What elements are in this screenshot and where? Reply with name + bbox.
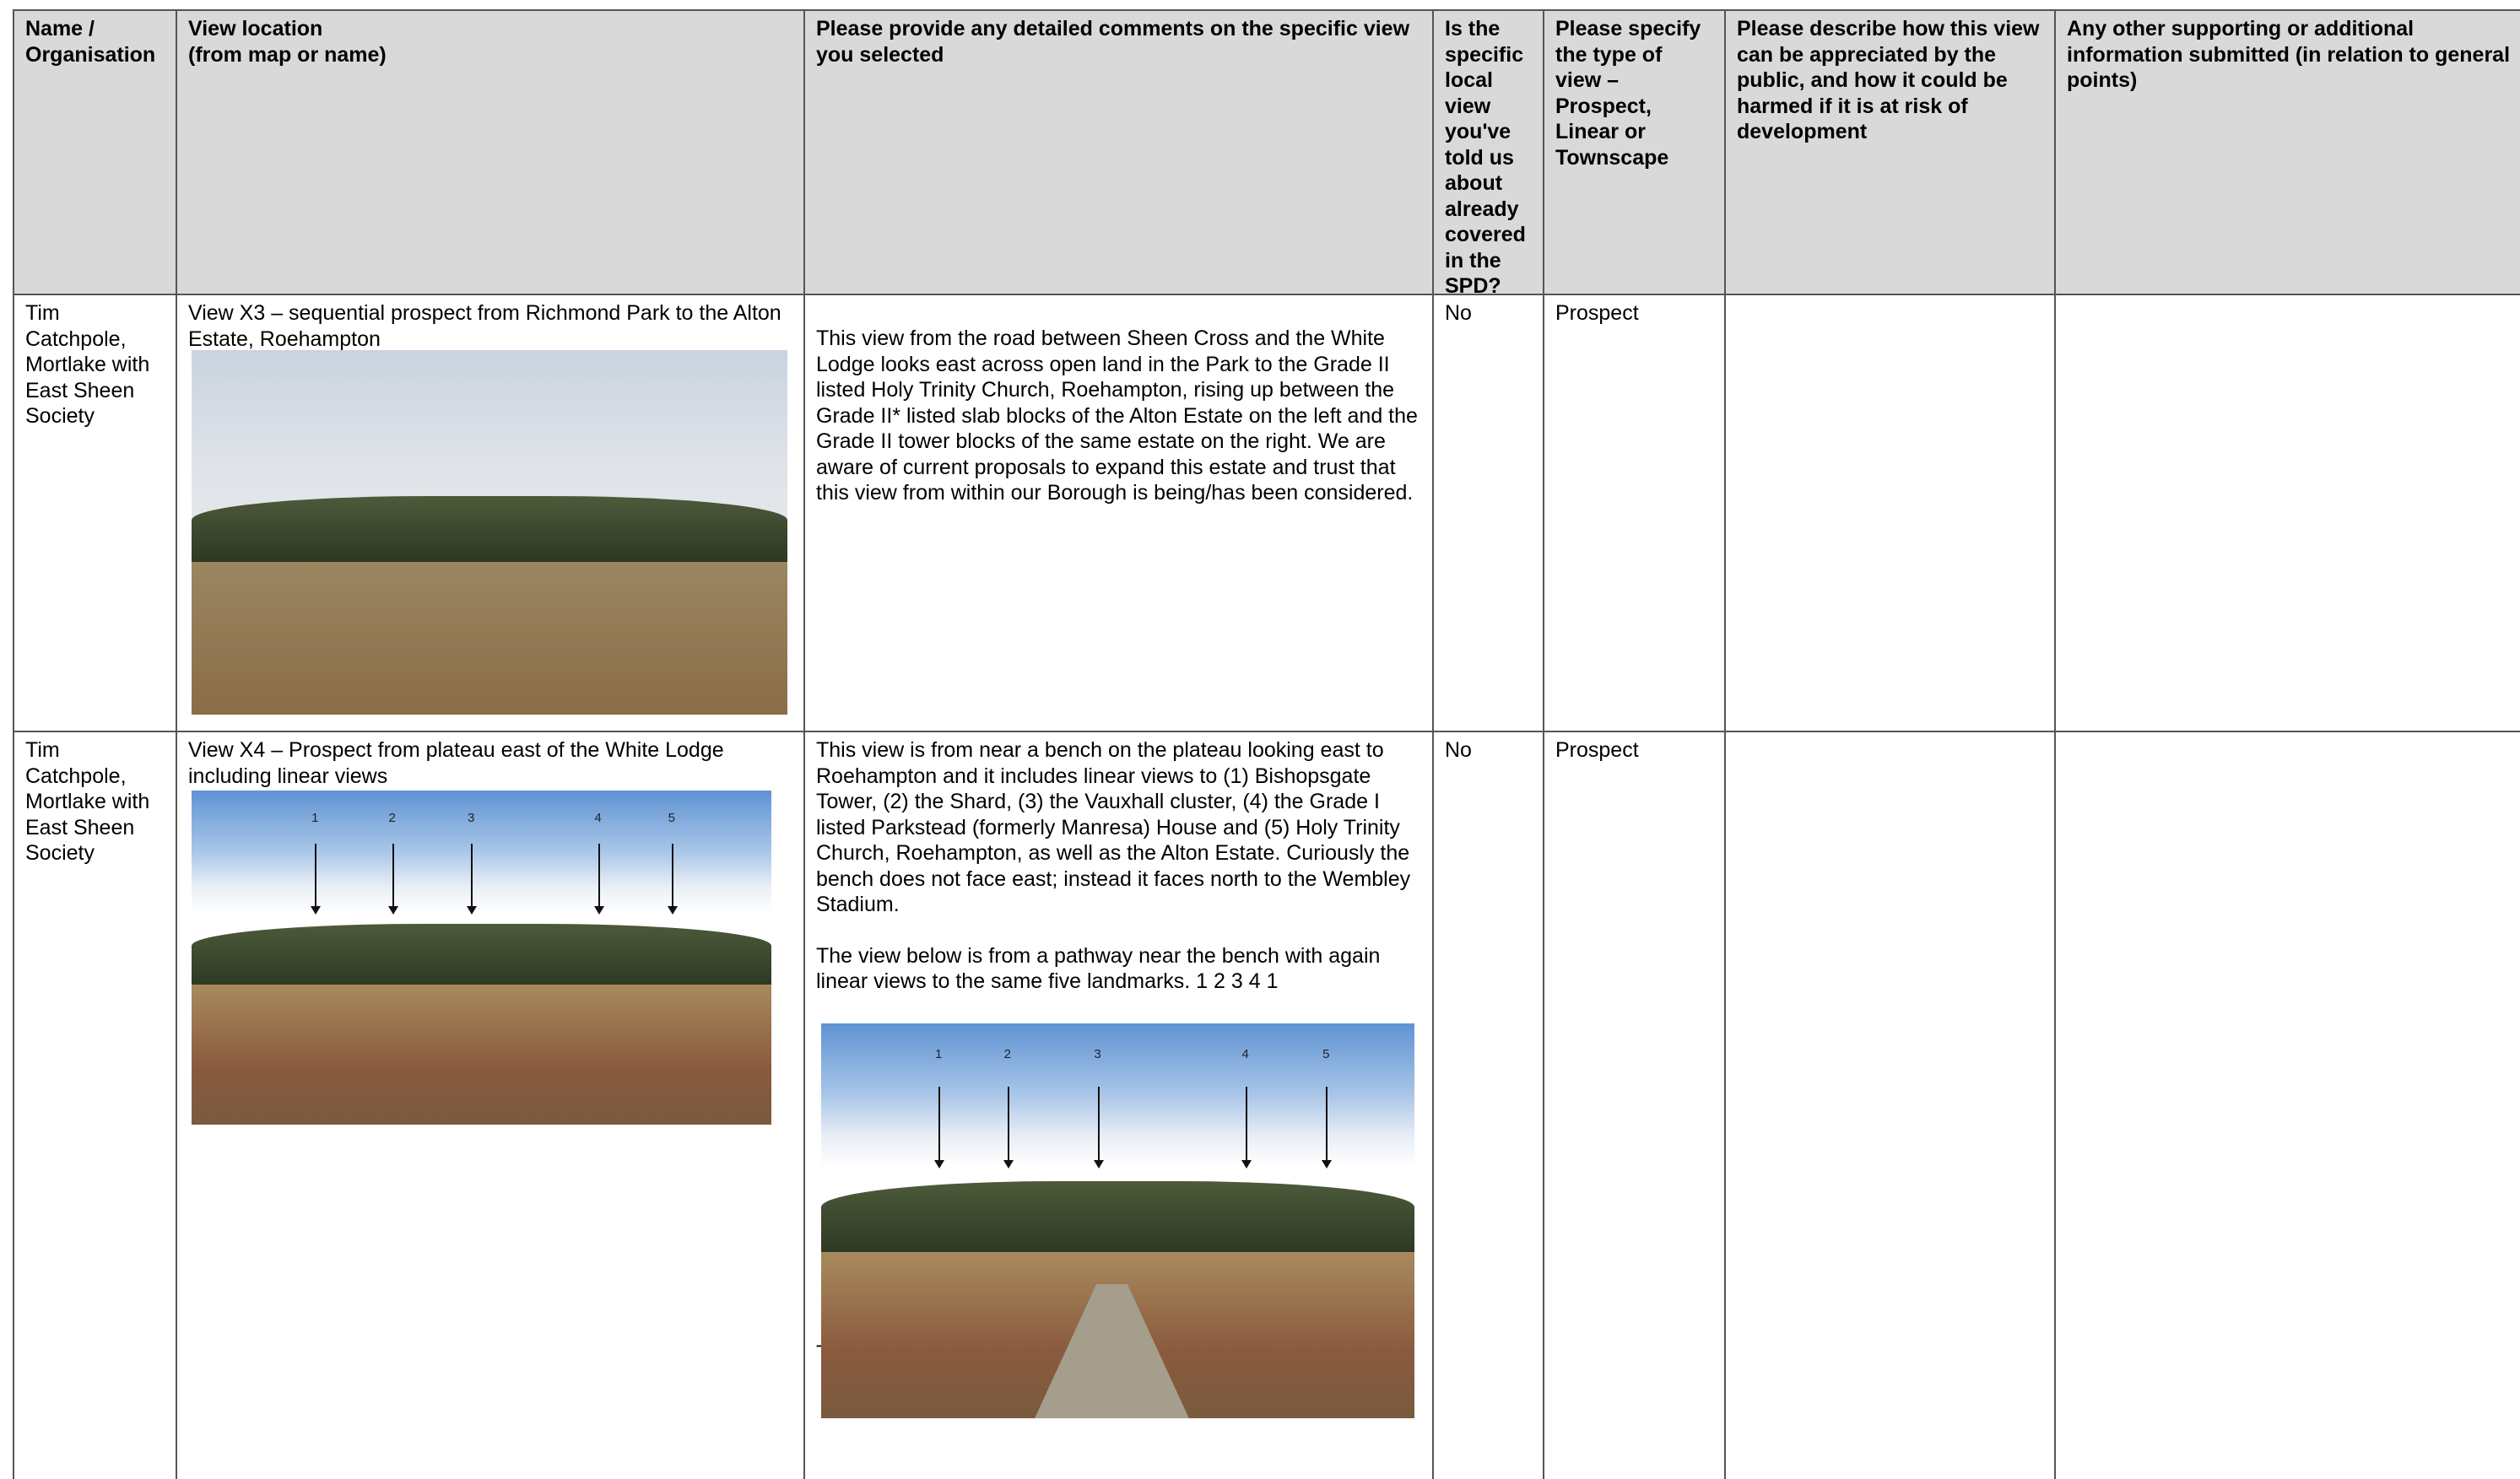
header-cell: Name / Organisation [13, 9, 177, 295]
comment-paragraph: This view is from near a bench on the pl… [816, 738, 1411, 916]
header-cell: Is the specific local view you've told u… [1432, 9, 1544, 295]
photo-label: 5 [668, 810, 675, 825]
arrow [667, 844, 678, 915]
comment-paragraph: This view from the road between Sheen Cr… [816, 327, 1418, 505]
covered-cell: No [1432, 731, 1544, 1479]
photo-label: 4 [594, 810, 602, 825]
photo-label: 1 [311, 810, 319, 825]
arrow [1322, 1086, 1333, 1169]
arrow [593, 844, 604, 915]
header-cell: Any other supporting or additional infor… [2054, 9, 2520, 295]
arrow [934, 1086, 945, 1169]
photo-label: 2 [388, 810, 396, 825]
photo-label: 3 [1094, 1047, 1101, 1062]
photo-label: 2 [1003, 1047, 1011, 1062]
photo-label: 3 [467, 810, 475, 825]
photo-label: 1 [935, 1047, 943, 1062]
photo [192, 350, 787, 715]
field [192, 561, 787, 715]
arrow [1093, 1086, 1104, 1169]
arrow [1241, 1086, 1252, 1169]
covered-cell: No [1432, 294, 1544, 732]
photo: 1 2 3 4 5 [821, 1023, 1414, 1418]
comments-cell: This view from the road between Sheen Cr… [803, 294, 1434, 732]
view-type-cell: Prospect [1543, 731, 1726, 1479]
other-info-cell [2054, 731, 2520, 1479]
field [192, 984, 771, 1125]
header-cell: Please describe how this view can be app… [1724, 9, 2056, 295]
arrow [1003, 1086, 1014, 1169]
description-cell [1724, 731, 2056, 1479]
photo-label: 4 [1241, 1047, 1249, 1062]
arrow [467, 844, 478, 915]
name-cell: Tim Catchpole, Mortlake with East Sheen … [13, 294, 177, 732]
header-cell: View location (from map or name) [176, 9, 805, 295]
description-cell [1724, 294, 2056, 732]
arrow [311, 844, 322, 915]
photo: 1 2 3 4 5 [192, 791, 771, 1125]
photo-label: 5 [1322, 1047, 1330, 1062]
header-cell: Please specify the type of view – Prospe… [1543, 9, 1726, 295]
arrow [387, 844, 398, 915]
view-location-cell: View X4 – Prospect from plateau east of … [176, 731, 805, 1479]
name-cell: Tim Catchpole, Mortlake with East Sheen … [13, 731, 177, 1479]
comment-paragraph: The view below is from a pathway near th… [816, 943, 1381, 994]
view-location-cell: View X3 – sequential prospect from Richm… [176, 294, 805, 732]
header-cell: Please provide any detailed comments on … [803, 9, 1434, 295]
view-type-cell: Prospect [1543, 294, 1726, 732]
other-info-cell [2054, 294, 2520, 732]
